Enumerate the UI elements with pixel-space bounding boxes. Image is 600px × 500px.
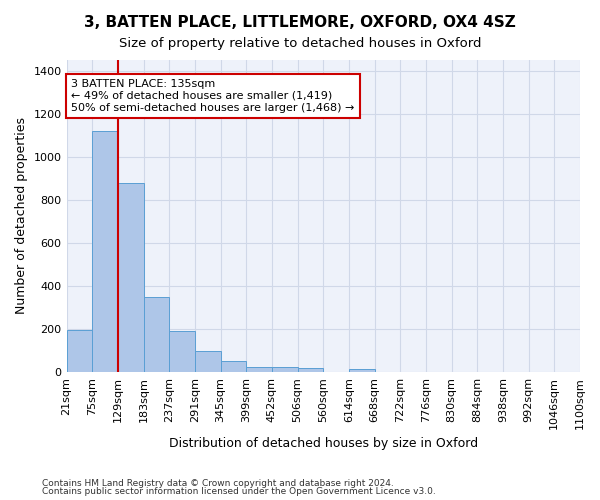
Bar (118, 184, 143, 372)
Bar (143, 296, 169, 372)
Y-axis label: Number of detached properties: Number of detached properties (15, 118, 28, 314)
Bar (195, 350, 221, 372)
Bar (221, 360, 246, 372)
Bar (349, 370, 374, 372)
Bar (169, 330, 195, 372)
Bar (272, 367, 298, 372)
X-axis label: Distribution of detached houses by size in Oxford: Distribution of detached houses by size … (169, 437, 478, 450)
Text: Size of property relative to detached houses in Oxford: Size of property relative to detached ho… (119, 38, 481, 51)
Bar (298, 368, 323, 372)
Bar (67, 330, 92, 372)
Bar (92, 131, 118, 372)
Text: Contains public sector information licensed under the Open Government Licence v3: Contains public sector information licen… (42, 487, 436, 496)
Bar (246, 366, 272, 372)
Text: 3, BATTEN PLACE, LITTLEMORE, OXFORD, OX4 4SZ: 3, BATTEN PLACE, LITTLEMORE, OXFORD, OX4… (84, 15, 516, 30)
Text: Contains HM Land Registry data © Crown copyright and database right 2024.: Contains HM Land Registry data © Crown c… (42, 478, 394, 488)
Text: 3 BATTEN PLACE: 135sqm
← 49% of detached houses are smaller (1,419)
50% of semi-: 3 BATTEN PLACE: 135sqm ← 49% of detached… (71, 80, 355, 112)
